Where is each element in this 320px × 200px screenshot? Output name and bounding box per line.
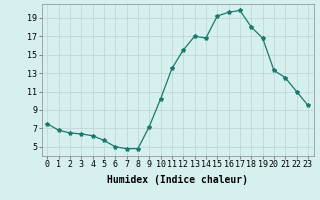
X-axis label: Humidex (Indice chaleur): Humidex (Indice chaleur) — [107, 175, 248, 185]
